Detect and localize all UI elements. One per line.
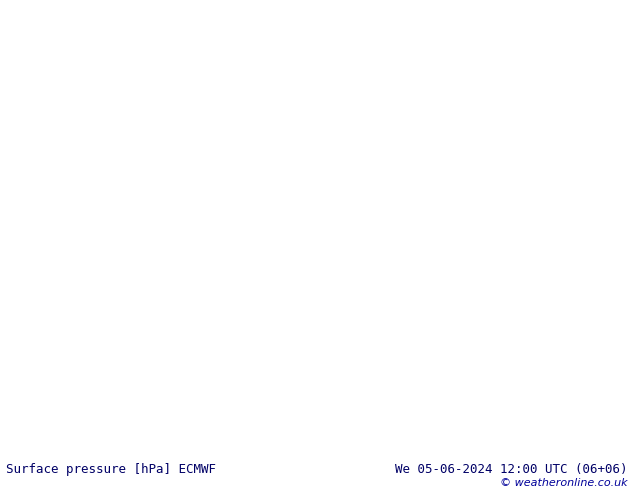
Text: We 05-06-2024 12:00 UTC (06+06): We 05-06-2024 12:00 UTC (06+06) xyxy=(395,463,628,476)
Text: Surface pressure [hPa] ECMWF: Surface pressure [hPa] ECMWF xyxy=(6,463,216,476)
Text: © weatheronline.co.uk: © weatheronline.co.uk xyxy=(500,478,628,488)
